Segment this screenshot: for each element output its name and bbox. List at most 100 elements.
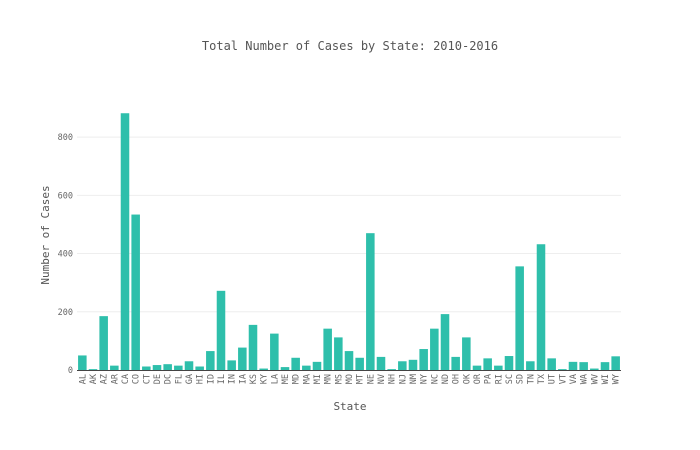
bar-wy (611, 356, 620, 370)
x-tick-label: OH (452, 374, 462, 384)
bar-mo (344, 351, 354, 370)
x-tick-label: FL (174, 374, 184, 384)
x-tick-label: CO (132, 374, 142, 384)
x-tick-label: VA (569, 374, 579, 384)
x-tick-label: SC (505, 374, 515, 384)
bar-oh (451, 356, 460, 370)
x-tick-label: TN (526, 374, 536, 384)
x-tick-label: WA (580, 374, 590, 384)
x-tick-label: NE (366, 374, 376, 384)
bar-ri (494, 365, 503, 370)
bar-al (78, 355, 87, 370)
x-tick-label: MN (324, 374, 334, 384)
x-tick-label: WY (612, 374, 622, 384)
bar-va (568, 361, 578, 370)
x-tick-label: DC (164, 374, 174, 384)
x-tick-label: CT (142, 374, 152, 384)
bar-nm (408, 359, 418, 370)
x-tick-label: IA (238, 374, 248, 384)
x-tick-label: NH (388, 374, 398, 384)
x-tick-label: AK (89, 373, 99, 384)
x-tick-label: MO (345, 374, 355, 384)
bar-or (472, 365, 482, 370)
y-tick-labels: 0 200 400 600 800 (58, 133, 73, 376)
x-tick-label: CA (121, 374, 131, 384)
bar-ar (110, 365, 119, 370)
y-axis-title: Number of Cases (39, 185, 52, 284)
x-tick-label: VT (558, 374, 568, 384)
bar-mi (312, 361, 322, 370)
x-tick-label: IN (228, 374, 238, 384)
x-tick-label: UT (548, 374, 558, 384)
bar-co (131, 214, 140, 370)
x-tick-label: WV (590, 374, 600, 384)
bar-me (280, 367, 290, 370)
bar-fl (174, 365, 183, 370)
bar-ok (462, 337, 471, 370)
x-tick-label: AL (78, 374, 88, 384)
bar-sc (504, 356, 514, 370)
bar-md (291, 357, 300, 370)
bar-de (152, 365, 162, 370)
bar-pa (483, 358, 492, 370)
bar-ma (302, 365, 311, 370)
bar-ak (88, 369, 98, 370)
x-tick-label: PA (484, 374, 494, 384)
bar-ne (366, 233, 375, 370)
bar-hi (195, 366, 204, 370)
gridlines (77, 136, 621, 313)
x-tick-label: NM (409, 374, 419, 384)
x-tick-label: MT (356, 374, 366, 384)
bar-wa (579, 362, 588, 370)
x-tick-label: TX (537, 373, 547, 384)
x-tick-label: MA (302, 374, 312, 384)
bar-dc (163, 364, 172, 370)
bar-nh (387, 369, 396, 370)
bar-vt (558, 369, 567, 370)
x-tick-label: ME (281, 374, 291, 384)
chart-title: Total Number of Cases by State: 2010-201… (202, 39, 498, 53)
y-tick-label: 0 (68, 366, 73, 376)
x-tick-label: NV (377, 374, 387, 384)
bar-ct (142, 366, 151, 370)
x-tick-label: MI (313, 374, 323, 384)
bar-wv (590, 368, 599, 370)
x-tick-label: NJ (398, 374, 408, 384)
bar-la (270, 333, 279, 370)
x-tick-label: NC (430, 374, 440, 384)
bar-az (99, 316, 108, 370)
y-tick-label: 600 (58, 191, 73, 201)
x-tick-label: OR (473, 373, 483, 384)
x-tick-label: ND (441, 374, 451, 384)
x-tick-label: ID (206, 374, 216, 384)
bar-ca (120, 113, 130, 371)
bar-nd (440, 314, 450, 370)
bar-il (216, 290, 226, 370)
bar-nv (376, 356, 386, 370)
x-tick-label: KY (260, 374, 270, 384)
bar-nc (430, 328, 439, 370)
bar-ky (259, 368, 268, 370)
bar-ny (419, 349, 428, 370)
x-tick-label: DE (153, 374, 163, 384)
x-tick-label: MD (292, 374, 302, 384)
bar-tx (536, 244, 546, 370)
x-tick-label: AR (110, 373, 120, 384)
bar-tn (526, 361, 535, 370)
bar-mt (355, 357, 364, 370)
bar-in (227, 360, 236, 370)
x-tick-labels: AL AK AZ AR CA CO CT DE DC FL GA HI ID IL IN IA KS KY LA ME… (78, 373, 621, 384)
bar-id (206, 351, 215, 370)
y-tick-label: 400 (58, 250, 73, 260)
x-tick-label: HI (196, 374, 206, 384)
x-tick-label: WI (601, 374, 611, 384)
x-tick-label: GA (185, 374, 195, 384)
bar-mn (323, 328, 332, 370)
x-tick-label: AZ (100, 374, 110, 384)
x-axis-title: State (333, 400, 366, 413)
x-tick-label: NY (420, 374, 430, 384)
bar-ia (238, 347, 247, 370)
bar-ks (248, 324, 258, 370)
bar-ut (547, 358, 556, 370)
